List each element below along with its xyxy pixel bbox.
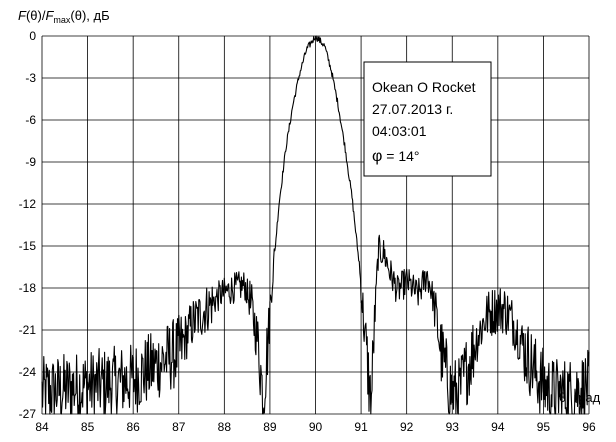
- y-tick-label: -27: [19, 407, 37, 421]
- x-tick-label: 94: [491, 420, 505, 434]
- y-tick-labels: 0 -3 -6 -9 -12 -15 -18 -21 -24 -27: [19, 29, 37, 421]
- y-axis-label: F(θ)/Fmax(θ), дБ: [18, 8, 110, 25]
- y-tick-label: -21: [19, 323, 37, 337]
- x-tick-label: 84: [35, 420, 49, 434]
- x-tick-labels: 84 85 86 87 88 89 90 91 92 93 94 95 96: [35, 420, 596, 434]
- annotation-box: Okean O Rocket 27.07.2013 г. 04:03:01 φ …: [363, 61, 492, 177]
- pattern-series-line: [41, 35, 590, 415]
- y-tick-label: 0: [29, 29, 36, 43]
- y-tick-label: -12: [19, 197, 37, 211]
- annotation-object: Okean O Rocket: [372, 79, 476, 95]
- x-axis-label: θ, град: [559, 390, 601, 405]
- y-tick-label: -6: [25, 113, 36, 127]
- y-tick-label: -9: [25, 155, 36, 169]
- y-tick-label: -3: [25, 71, 36, 85]
- x-tick-label: 88: [218, 420, 232, 434]
- y-tick-label: -15: [19, 239, 37, 253]
- y-tick-label: -24: [19, 365, 37, 379]
- x-tick-label: 86: [126, 420, 140, 434]
- x-tick-label: 89: [263, 420, 277, 434]
- x-tick-label: 92: [400, 420, 414, 434]
- annotation-time: 04:03:01: [372, 123, 427, 139]
- x-tick-label: 91: [354, 420, 368, 434]
- annotation-date: 27.07.2013 г.: [372, 101, 453, 117]
- grid: [41, 35, 590, 415]
- x-tick-label: 85: [81, 420, 95, 434]
- y-tick-label: -18: [19, 281, 37, 295]
- x-tick-label: 93: [446, 420, 460, 434]
- x-tick-label: 87: [172, 420, 186, 434]
- annotation-phi: φ = 14°: [372, 148, 420, 165]
- x-tick-label: 90: [309, 420, 323, 434]
- x-tick-label: 96: [582, 420, 596, 434]
- x-tick-label: 95: [537, 420, 551, 434]
